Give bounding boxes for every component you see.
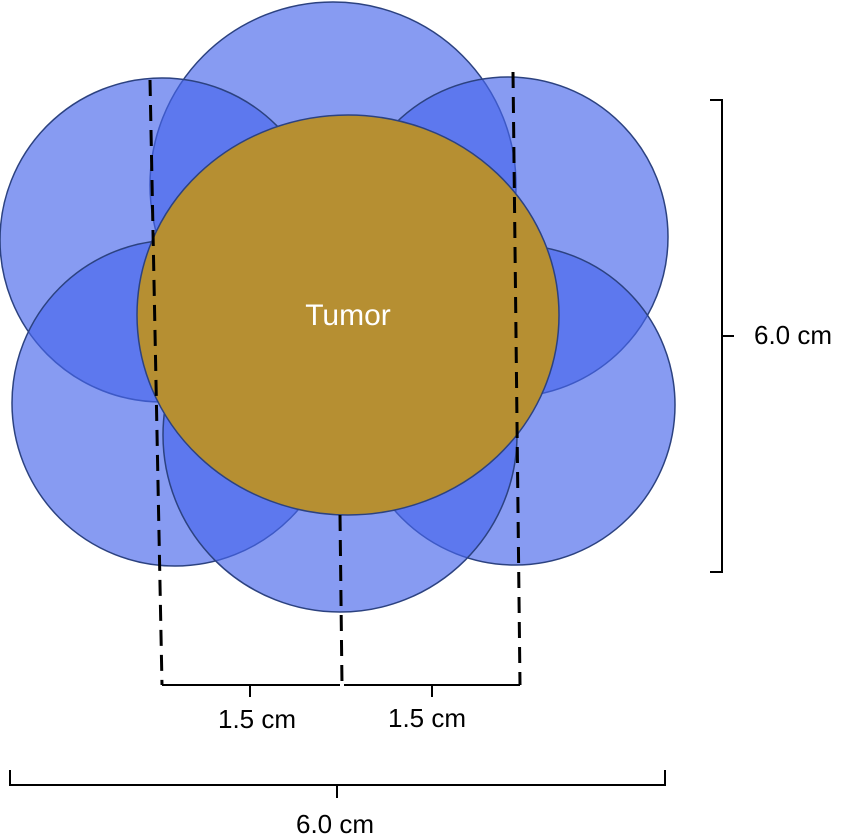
dashed-line: [511, 71, 522, 686]
bracket: [9, 770, 666, 798]
spacing-label: 1.5 cm: [388, 703, 466, 733]
bracket: [162, 684, 340, 697]
dashed-line: [338, 514, 344, 686]
height-label: 6.0 cm: [754, 320, 832, 350]
bracket: [344, 684, 520, 697]
width-label: 6.0 cm: [296, 809, 374, 839]
spacing-label: 1.5 cm: [218, 704, 296, 734]
bracket: [710, 99, 734, 573]
tumor-label: Tumor: [305, 299, 391, 332]
tumor: [136, 114, 560, 516]
dashed-line: [148, 79, 164, 686]
